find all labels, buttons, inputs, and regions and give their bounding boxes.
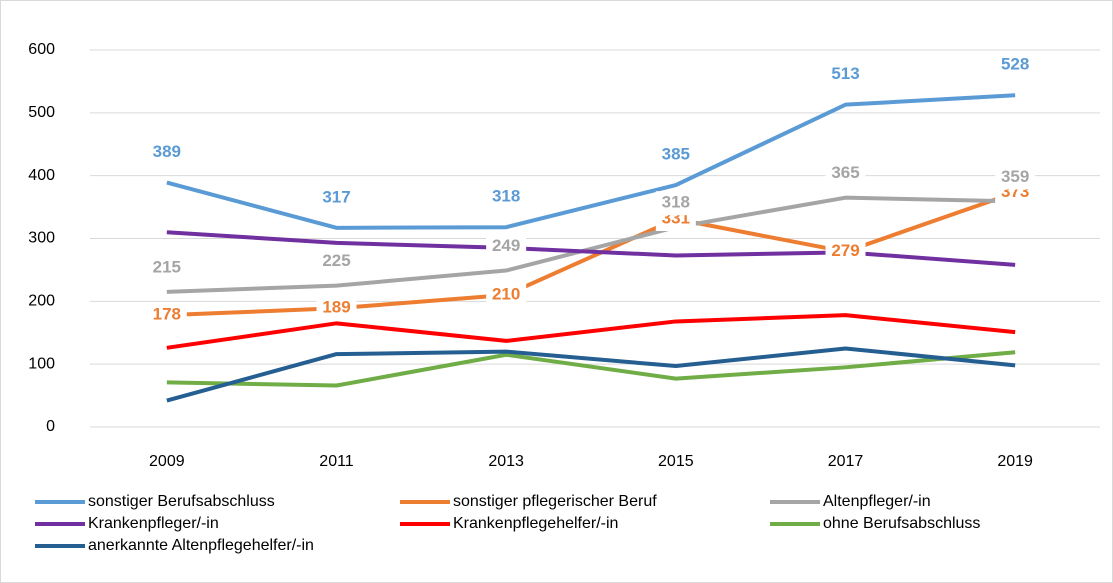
legend-label: anerkannte Altenpflegehelfer/-in <box>88 537 314 554</box>
data-label-bg <box>316 185 357 210</box>
data-label: 528 <box>1001 55 1029 74</box>
data-label-bg <box>995 53 1036 78</box>
data-label: 365 <box>831 163 859 182</box>
legend-label: sonstiger pflegerischer Beruf <box>453 493 657 510</box>
data-label: 178 <box>153 305 181 324</box>
legend-label: sonstiger Berufsabschluss <box>88 493 275 510</box>
series-line <box>166 313 1016 350</box>
data-label-bg <box>316 296 357 321</box>
x-tick-label: 2013 <box>488 453 524 470</box>
lines <box>166 93 1016 403</box>
data-label-bg <box>655 191 696 216</box>
data-label: 210 <box>492 285 520 304</box>
data-label-bg <box>825 239 866 264</box>
data-label: 389 <box>153 142 181 161</box>
series-line <box>166 190 1016 318</box>
data-label-bg <box>486 234 527 259</box>
data-label-bg <box>146 303 187 328</box>
data-label: 249 <box>492 236 520 255</box>
series-line <box>166 350 1016 388</box>
data-label: 279 <box>831 241 859 260</box>
data-label: 385 <box>662 145 690 164</box>
data-label: 513 <box>831 64 859 83</box>
data-label: 225 <box>322 251 350 270</box>
y-tick-label: 300 <box>28 230 55 247</box>
data-label: 318 <box>662 193 690 212</box>
x-tick-label: 2009 <box>149 453 185 470</box>
legend-label: Altenpfleger/-in <box>823 493 931 510</box>
series-line <box>166 195 1016 294</box>
data-label-bg <box>146 140 187 165</box>
data-label-bg <box>486 283 527 308</box>
series-line <box>166 93 1016 230</box>
series-line <box>166 346 1016 403</box>
y-tick-label: 600 <box>28 41 55 58</box>
legend: sonstiger Berufsabschluss sonstiger pfleg… <box>35 493 980 554</box>
x-tick-label: 2011 <box>319 453 354 470</box>
y-tick-label: 0 <box>46 418 55 435</box>
legend-label: ohne Berufsabschluss <box>823 515 980 532</box>
data-label: 317 <box>322 187 350 206</box>
data-label-bg <box>825 161 866 186</box>
data-label: 215 <box>153 257 181 276</box>
series-line <box>166 230 1016 267</box>
x-tick-label: 2017 <box>828 453 864 470</box>
data-label-bg <box>316 249 357 274</box>
data-label-bg <box>146 255 187 280</box>
data-label: 318 <box>492 187 520 206</box>
y-tick-label: 200 <box>28 293 55 310</box>
data-label-bg <box>655 143 696 168</box>
data-label-bg <box>486 185 527 210</box>
legend-label: Krankenpfleger/-in <box>88 515 219 532</box>
y-tick-label: 400 <box>28 167 55 184</box>
legend-label: Krankenpflegehelfer/-in <box>453 515 618 532</box>
y-tick-label: 100 <box>28 355 55 372</box>
data-label: 359 <box>1001 167 1029 186</box>
y-tick-label: 500 <box>28 104 55 121</box>
data-label-bg <box>995 165 1036 190</box>
data-label: 189 <box>322 298 350 317</box>
x-tick-label: 2019 <box>997 453 1033 470</box>
x-tick-label: 2015 <box>658 453 694 470</box>
data-label-bg <box>825 62 866 87</box>
